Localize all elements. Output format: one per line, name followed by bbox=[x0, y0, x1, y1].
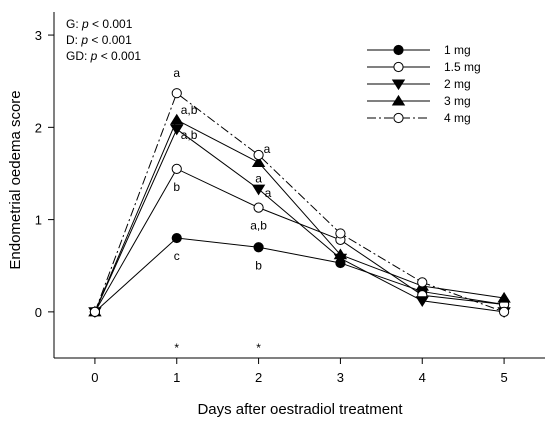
x-tick-label: 4 bbox=[419, 370, 426, 385]
significance-label: a,b bbox=[181, 103, 198, 117]
series-line bbox=[94, 92, 505, 313]
y-tick-label: 1 bbox=[35, 213, 42, 228]
point-legend bbox=[393, 112, 404, 124]
x-tick-label: 2 bbox=[255, 370, 262, 385]
point-4-mg bbox=[253, 149, 264, 161]
significance-label: b bbox=[173, 180, 180, 194]
point-4-mg bbox=[417, 277, 428, 288]
legend-label: 1 mg bbox=[444, 43, 471, 57]
series-line bbox=[94, 128, 505, 313]
x-tick-label: 0 bbox=[91, 370, 98, 385]
series-1.5-mg bbox=[89, 163, 510, 317]
stat-line: D: p < 0.001 bbox=[66, 33, 132, 47]
point-3-mg bbox=[333, 248, 348, 260]
legend-item: 1 mg bbox=[367, 43, 471, 57]
point-2-mg bbox=[415, 296, 429, 307]
series-line bbox=[94, 237, 505, 313]
point-4-mg bbox=[89, 306, 101, 317]
y-tick-label: 2 bbox=[35, 120, 42, 135]
point-4-mg bbox=[335, 228, 346, 239]
legend-item: 1.5 mg bbox=[367, 60, 481, 74]
y-axis-title: Endometrial oedema score bbox=[7, 90, 24, 269]
significance-label: b bbox=[255, 258, 262, 272]
legend: 1 mg 1.5 mg 2 mg 3 mg 4 mg bbox=[367, 43, 481, 125]
asterisk-label: * bbox=[256, 341, 261, 355]
significance-label: a bbox=[173, 66, 180, 80]
series-2-mg bbox=[88, 124, 511, 319]
significance-label: a bbox=[265, 186, 272, 200]
point-1.5-mg bbox=[253, 202, 264, 213]
legend-label: 3 mg bbox=[444, 94, 471, 108]
stat-line: GD: p < 0.001 bbox=[66, 49, 141, 63]
legend-label: 4 mg bbox=[444, 111, 471, 125]
point-legend bbox=[393, 61, 404, 73]
point-4-mg bbox=[171, 88, 182, 99]
point-1.5-mg bbox=[171, 163, 182, 174]
point-4-mg bbox=[498, 306, 510, 317]
point-1-mg bbox=[171, 232, 182, 244]
y-tick-label: 0 bbox=[35, 305, 42, 320]
point-3-mg bbox=[251, 156, 266, 167]
series-layer bbox=[88, 88, 511, 319]
legend-item: 4 mg bbox=[367, 111, 471, 125]
point-legend bbox=[393, 44, 404, 56]
point-2-mg bbox=[251, 184, 266, 196]
point-3-mg bbox=[497, 291, 511, 303]
y-tick-label: 3 bbox=[35, 28, 42, 43]
asterisk-label: * bbox=[174, 341, 179, 355]
legend-item: 3 mg bbox=[367, 94, 471, 108]
stats-block: G: p < 0.001 D: p < 0.001 GD: p < 0.001 bbox=[66, 17, 141, 63]
series-line bbox=[94, 168, 505, 313]
series-3-mg bbox=[88, 113, 511, 317]
x-axis-title: Days after oestradiol treatment bbox=[197, 401, 403, 418]
legend-item: 2 mg bbox=[367, 77, 471, 91]
series-line bbox=[94, 119, 505, 313]
point-legend bbox=[391, 94, 406, 106]
legend-label: 2 mg bbox=[444, 77, 471, 91]
legend-label: 1.5 mg bbox=[444, 60, 481, 74]
significance-label: a,b bbox=[250, 219, 267, 233]
significance-label: c bbox=[174, 249, 180, 263]
x-tick-label: 1 bbox=[173, 370, 180, 385]
significance-label: a bbox=[255, 171, 262, 185]
significance-label: a,b bbox=[181, 128, 198, 142]
stat-line: G: p < 0.001 bbox=[66, 17, 133, 31]
point-legend bbox=[391, 79, 406, 91]
point-3-mg bbox=[170, 113, 184, 125]
x-tick-label: 3 bbox=[337, 370, 344, 385]
axes: 0 1 2 3 4 5 0 1 2 3 bbox=[35, 12, 545, 385]
point-1-mg bbox=[253, 242, 264, 253]
series-4-mg bbox=[89, 88, 510, 317]
x-tick-label: 5 bbox=[500, 370, 507, 385]
significance-label: a bbox=[264, 142, 271, 156]
